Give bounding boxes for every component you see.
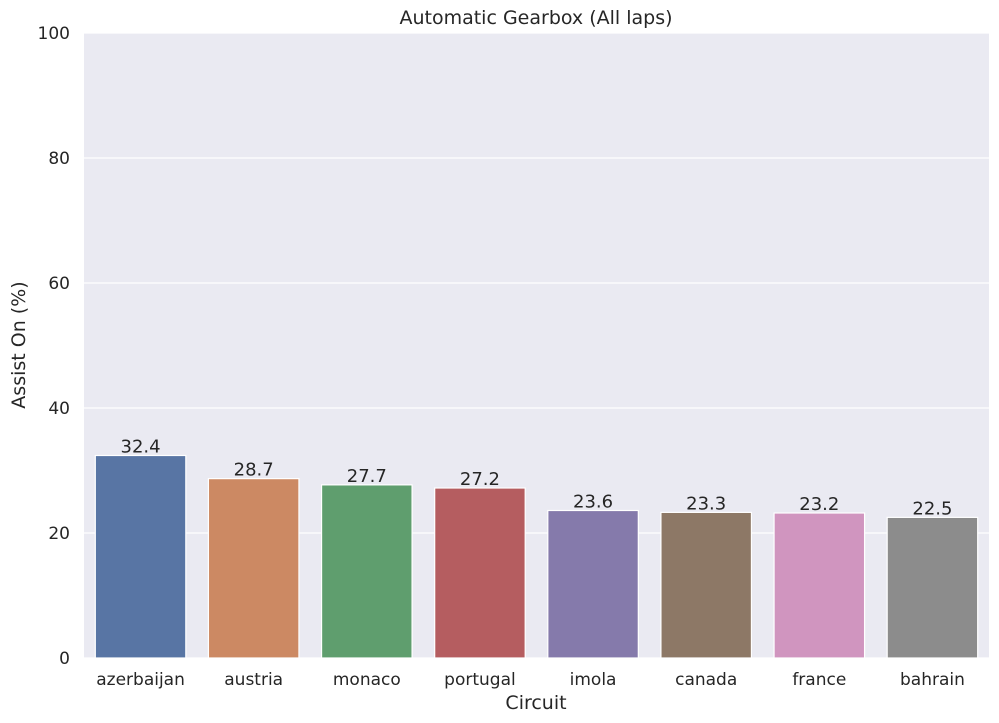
x-tick-label: france <box>792 670 846 690</box>
x-tick-label: canada <box>675 670 737 690</box>
x-tick-label: bahrain <box>900 670 965 690</box>
x-tick-label: monaco <box>333 670 401 690</box>
y-axis-ticks: 0 20 40 60 80 100 <box>38 24 70 669</box>
y-tick-label: 100 <box>38 24 70 44</box>
y-tick-label: 0 <box>59 649 70 669</box>
y-tick-label: 40 <box>48 399 70 419</box>
data-label: 23.3 <box>686 493 726 514</box>
chart-title: Automatic Gearbox (All laps) <box>399 7 672 29</box>
bar-canada <box>660 511 753 659</box>
bar-azerbaijan <box>94 454 187 659</box>
bar-france <box>773 512 866 659</box>
bar-monaco <box>320 484 413 659</box>
x-axis-ticks: azerbaijan austria monaco portugal imola cana… <box>96 670 965 690</box>
x-tick-label: azerbaijan <box>96 670 185 690</box>
data-label: 23.6 <box>573 492 613 513</box>
data-label: 32.4 <box>121 437 161 458</box>
data-label: 27.7 <box>347 466 387 487</box>
data-label: 23.2 <box>799 494 839 515</box>
y-tick-label: 60 <box>48 274 70 294</box>
data-labels: 32.4 28.7 27.7 27.2 23.6 23.3 23.2 22.5 <box>121 437 953 520</box>
data-label: 22.5 <box>912 498 952 519</box>
x-tick-label: imola <box>570 670 617 690</box>
y-axis-label: Assist On (%) <box>8 281 30 408</box>
bar-imola <box>547 509 639 659</box>
bar-portugal <box>434 487 526 659</box>
x-tick-label: austria <box>224 670 283 690</box>
bar-austria <box>207 478 300 659</box>
y-tick-label: 80 <box>48 149 70 169</box>
data-label: 28.7 <box>234 460 274 481</box>
y-tick-label: 20 <box>48 524 70 544</box>
x-axis-label: Circuit <box>505 692 566 714</box>
data-label: 27.2 <box>460 469 500 490</box>
bar-bahrain <box>886 516 979 659</box>
x-tick-label: portugal <box>444 670 516 690</box>
bars <box>94 454 979 659</box>
